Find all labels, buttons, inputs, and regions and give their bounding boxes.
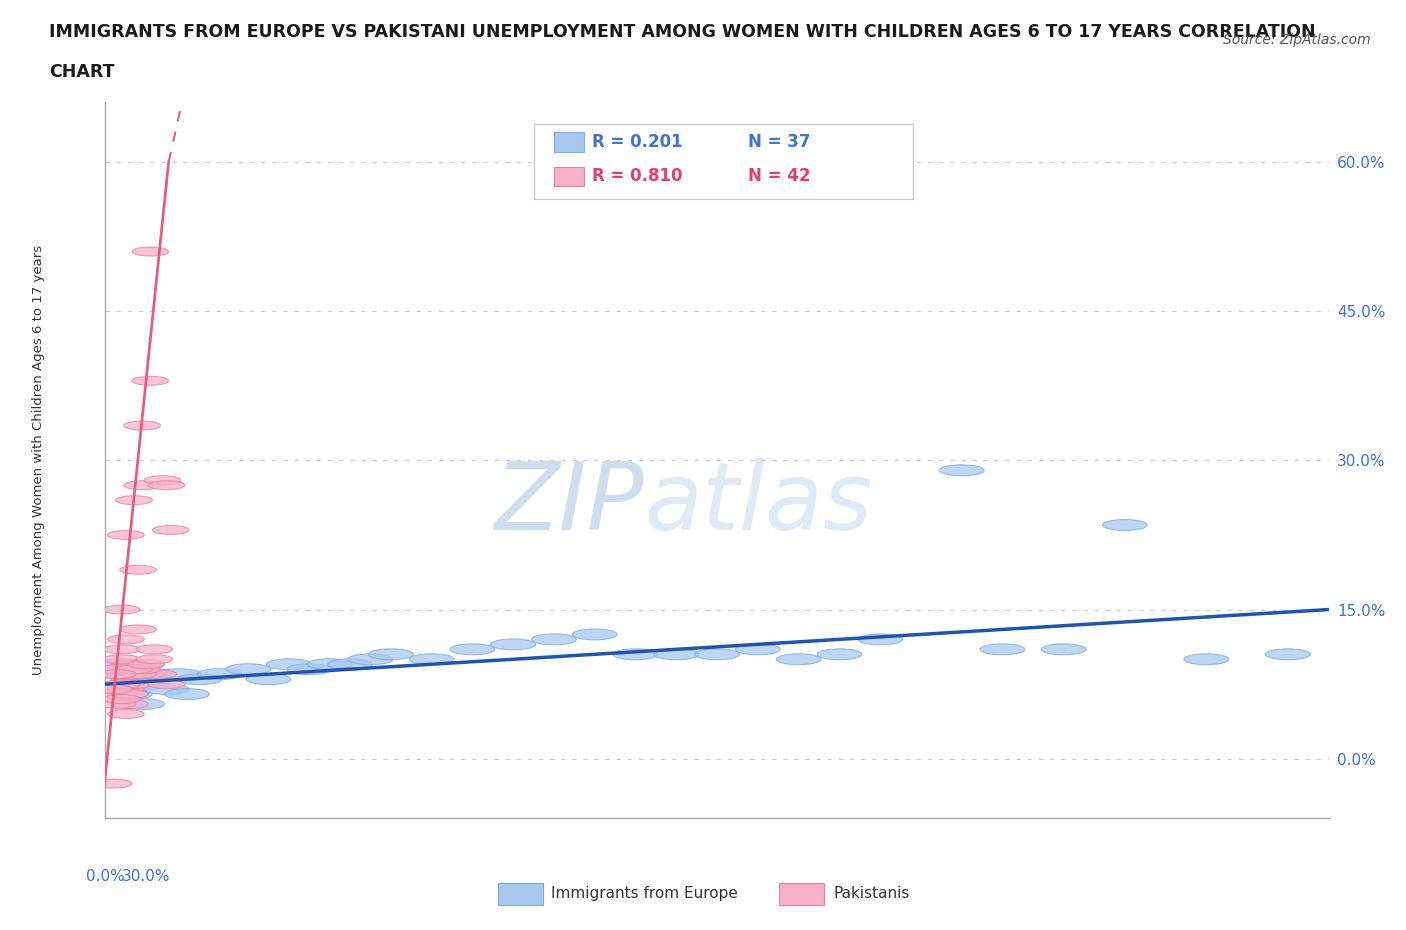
- Circle shape: [858, 634, 903, 644]
- Text: 0.0%: 0.0%: [86, 869, 125, 883]
- Circle shape: [308, 658, 352, 670]
- Circle shape: [156, 669, 201, 680]
- Circle shape: [287, 664, 332, 674]
- Circle shape: [107, 635, 145, 644]
- Text: Pakistanis: Pakistanis: [834, 886, 910, 901]
- Text: 30.0%: 30.0%: [122, 869, 170, 883]
- Text: Unemployment Among Women with Children Ages 6 to 17 years: Unemployment Among Women with Children A…: [32, 246, 45, 675]
- Circle shape: [141, 670, 177, 679]
- Circle shape: [531, 634, 576, 644]
- Circle shape: [980, 644, 1025, 655]
- Circle shape: [100, 665, 136, 673]
- Circle shape: [328, 658, 373, 670]
- Text: ZIP: ZIP: [494, 458, 644, 549]
- Circle shape: [817, 649, 862, 659]
- Circle shape: [148, 481, 186, 490]
- Circle shape: [107, 688, 152, 699]
- Circle shape: [124, 665, 160, 673]
- Circle shape: [695, 649, 740, 659]
- Circle shape: [111, 690, 148, 698]
- Circle shape: [111, 659, 148, 669]
- Circle shape: [246, 673, 291, 684]
- Circle shape: [368, 649, 413, 659]
- Text: Source: ZipAtlas.com: Source: ZipAtlas.com: [1223, 33, 1371, 46]
- Circle shape: [120, 565, 156, 574]
- FancyBboxPatch shape: [554, 166, 583, 186]
- Circle shape: [152, 525, 188, 535]
- Circle shape: [111, 673, 156, 684]
- Circle shape: [613, 649, 658, 659]
- Text: N = 37: N = 37: [748, 133, 810, 151]
- Circle shape: [572, 629, 617, 640]
- Circle shape: [104, 655, 141, 664]
- Circle shape: [128, 670, 165, 679]
- Circle shape: [107, 680, 145, 688]
- Circle shape: [128, 659, 165, 669]
- Circle shape: [165, 688, 209, 699]
- Circle shape: [104, 644, 141, 654]
- Circle shape: [226, 664, 270, 674]
- Circle shape: [107, 530, 145, 539]
- Circle shape: [96, 690, 132, 698]
- FancyBboxPatch shape: [554, 132, 583, 152]
- Text: IMMIGRANTS FROM EUROPE VS PAKISTANI UNEMPLOYMENT AMONG WOMEN WITH CHILDREN AGES : IMMIGRANTS FROM EUROPE VS PAKISTANI UNEM…: [49, 23, 1316, 41]
- Circle shape: [107, 684, 145, 694]
- Circle shape: [96, 779, 132, 788]
- Circle shape: [124, 481, 160, 490]
- Circle shape: [104, 695, 141, 703]
- Circle shape: [136, 655, 173, 664]
- Circle shape: [132, 377, 169, 385]
- Circle shape: [128, 659, 165, 669]
- Circle shape: [120, 698, 165, 710]
- Circle shape: [96, 684, 132, 694]
- Circle shape: [115, 496, 152, 505]
- Circle shape: [491, 639, 536, 650]
- Circle shape: [1265, 649, 1310, 659]
- Circle shape: [111, 690, 148, 698]
- FancyBboxPatch shape: [533, 124, 912, 199]
- Text: Immigrants from Europe: Immigrants from Europe: [551, 886, 738, 901]
- Text: atlas: atlas: [644, 458, 872, 549]
- Circle shape: [115, 680, 152, 688]
- Circle shape: [100, 658, 145, 670]
- Circle shape: [939, 465, 984, 476]
- Circle shape: [145, 684, 188, 695]
- Circle shape: [124, 421, 160, 430]
- Circle shape: [450, 644, 495, 655]
- Circle shape: [100, 670, 136, 679]
- Circle shape: [104, 605, 141, 614]
- Text: R = 0.201: R = 0.201: [592, 133, 683, 151]
- Circle shape: [177, 673, 222, 684]
- Circle shape: [107, 710, 145, 719]
- Circle shape: [124, 679, 169, 690]
- Circle shape: [111, 699, 148, 709]
- Circle shape: [132, 669, 177, 680]
- Circle shape: [776, 654, 821, 665]
- Circle shape: [100, 699, 136, 709]
- Circle shape: [267, 658, 311, 670]
- Circle shape: [1042, 644, 1085, 655]
- Circle shape: [145, 476, 181, 485]
- Circle shape: [100, 670, 136, 679]
- Text: N = 42: N = 42: [748, 167, 810, 185]
- Circle shape: [409, 654, 454, 665]
- Circle shape: [120, 625, 156, 634]
- Circle shape: [136, 644, 173, 654]
- Circle shape: [735, 644, 780, 655]
- Text: R = 0.810: R = 0.810: [592, 167, 683, 185]
- Circle shape: [132, 247, 169, 256]
- Circle shape: [1102, 520, 1147, 530]
- Circle shape: [1184, 654, 1229, 665]
- Circle shape: [654, 649, 699, 659]
- Circle shape: [115, 665, 152, 673]
- Circle shape: [104, 680, 141, 688]
- Circle shape: [120, 670, 156, 679]
- Text: CHART: CHART: [49, 63, 115, 81]
- Circle shape: [148, 680, 186, 688]
- Circle shape: [349, 654, 392, 665]
- Circle shape: [197, 669, 242, 680]
